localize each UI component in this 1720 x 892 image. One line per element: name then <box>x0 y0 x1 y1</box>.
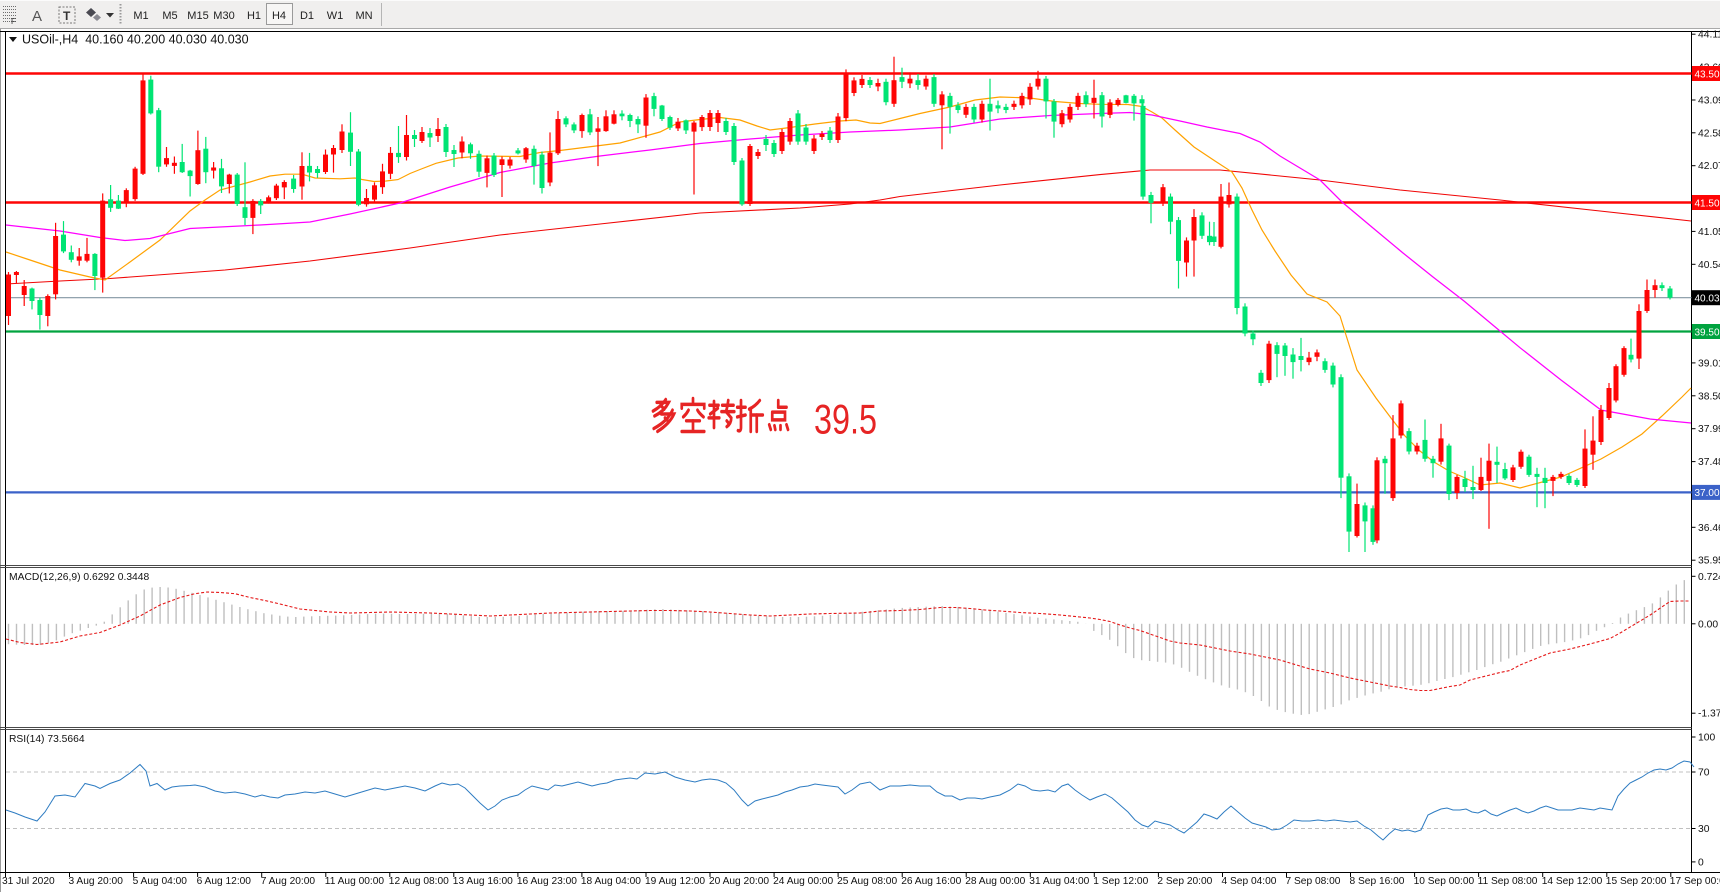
svg-text:13 Aug 16:00: 13 Aug 16:00 <box>453 876 513 887</box>
svg-text:100: 100 <box>1698 733 1715 744</box>
svg-text:38.50: 38.50 <box>1698 391 1720 402</box>
svg-text:39.50: 39.50 <box>1695 327 1720 338</box>
svg-text:11 Aug 00:00: 11 Aug 00:00 <box>325 876 385 887</box>
svg-text:3 Aug 20:00: 3 Aug 20:00 <box>69 876 124 887</box>
svg-text:36.46: 36.46 <box>1698 523 1720 534</box>
svg-text:USOil-,H4 40.160 40.200 40.03: USOil-,H4 40.160 40.200 40.030 40.030 <box>22 33 249 47</box>
svg-text:8 Sep 16:00: 8 Sep 16:00 <box>1350 876 1405 887</box>
svg-text:42.07: 42.07 <box>1698 161 1720 172</box>
svg-text:5 Aug 04:00: 5 Aug 04:00 <box>133 876 188 887</box>
svg-text:7 Aug 20:00: 7 Aug 20:00 <box>261 876 316 887</box>
svg-text:19 Aug 12:00: 19 Aug 12:00 <box>645 876 705 887</box>
svg-text:41.05: 41.05 <box>1698 227 1720 238</box>
svg-text:28 Aug 00:00: 28 Aug 00:00 <box>965 876 1025 887</box>
svg-text:25 Aug 08:00: 25 Aug 08:00 <box>837 876 897 887</box>
svg-text:18 Aug 04:00: 18 Aug 04:00 <box>581 876 641 887</box>
svg-text:T: T <box>63 9 71 23</box>
svg-text:31 Jul 2020: 31 Jul 2020 <box>2 876 55 887</box>
svg-text:43.09: 43.09 <box>1698 96 1720 107</box>
svg-text:4 Sep 04:00: 4 Sep 04:00 <box>1222 876 1277 887</box>
svg-text:RSI(14) 73.5664: RSI(14) 73.5664 <box>9 734 85 745</box>
svg-text:M1: M1 <box>133 10 148 22</box>
svg-text:2 Sep 20:00: 2 Sep 20:00 <box>1157 876 1212 887</box>
svg-text:41.50: 41.50 <box>1695 198 1720 209</box>
svg-text:6 Aug 12:00: 6 Aug 12:00 <box>197 876 252 887</box>
svg-text:M5: M5 <box>162 10 177 22</box>
svg-text:0: 0 <box>1698 857 1704 868</box>
svg-text:26 Aug 16:00: 26 Aug 16:00 <box>901 876 961 887</box>
svg-text:MN: MN <box>355 10 372 22</box>
svg-text:7 Sep 08:00: 7 Sep 08:00 <box>1286 876 1341 887</box>
svg-text:1 Sep 12:00: 1 Sep 12:00 <box>1093 876 1148 887</box>
svg-text:37.99: 37.99 <box>1698 424 1720 435</box>
svg-text:17 Sep 00:00: 17 Sep 00:00 <box>1670 876 1720 887</box>
svg-text:39.5: 39.5 <box>814 396 877 443</box>
svg-text:W1: W1 <box>327 10 344 22</box>
svg-text:M15: M15 <box>187 10 208 22</box>
svg-text:16 Aug 23:00: 16 Aug 23:00 <box>517 876 577 887</box>
svg-text:43.50: 43.50 <box>1695 69 1720 80</box>
svg-text:42.58: 42.58 <box>1698 128 1720 139</box>
svg-text:14 Sep 12:00: 14 Sep 12:00 <box>1542 876 1603 887</box>
svg-text:H1: H1 <box>247 10 261 22</box>
svg-text:30: 30 <box>1698 824 1710 835</box>
svg-text:12 Aug 08:00: 12 Aug 08:00 <box>389 876 449 887</box>
svg-text:24 Aug 00:00: 24 Aug 00:00 <box>773 876 833 887</box>
svg-text:11 Sep 08:00: 11 Sep 08:00 <box>1478 876 1538 887</box>
svg-text:H4: H4 <box>272 10 286 22</box>
svg-text:0.00: 0.00 <box>1698 619 1718 630</box>
svg-text:31 Aug 04:00: 31 Aug 04:00 <box>1029 876 1089 887</box>
svg-text:F: F <box>11 17 16 26</box>
svg-text:37.00: 37.00 <box>1695 488 1720 499</box>
svg-text:15 Sep 20:00: 15 Sep 20:00 <box>1606 876 1667 887</box>
svg-text:35.95: 35.95 <box>1698 556 1720 567</box>
svg-text:10 Sep 00:00: 10 Sep 00:00 <box>1414 876 1475 887</box>
svg-text:M30: M30 <box>213 10 234 22</box>
svg-text:70: 70 <box>1698 768 1710 779</box>
svg-text:MACD(12,26,9) 0.6292 0.3448: MACD(12,26,9) 0.6292 0.3448 <box>9 572 150 583</box>
svg-text:40.54: 40.54 <box>1698 260 1720 271</box>
svg-text:40.03: 40.03 <box>1695 294 1720 305</box>
svg-text:A: A <box>32 8 42 25</box>
svg-text:-1.37: -1.37 <box>1698 709 1720 720</box>
svg-text:37.48: 37.48 <box>1698 457 1720 468</box>
svg-text:39.01: 39.01 <box>1698 358 1720 369</box>
svg-text:0.7244: 0.7244 <box>1698 572 1720 583</box>
svg-text:20 Aug 20:00: 20 Aug 20:00 <box>709 876 769 887</box>
svg-text:44.11: 44.11 <box>1698 30 1720 41</box>
svg-text:D1: D1 <box>300 10 314 22</box>
